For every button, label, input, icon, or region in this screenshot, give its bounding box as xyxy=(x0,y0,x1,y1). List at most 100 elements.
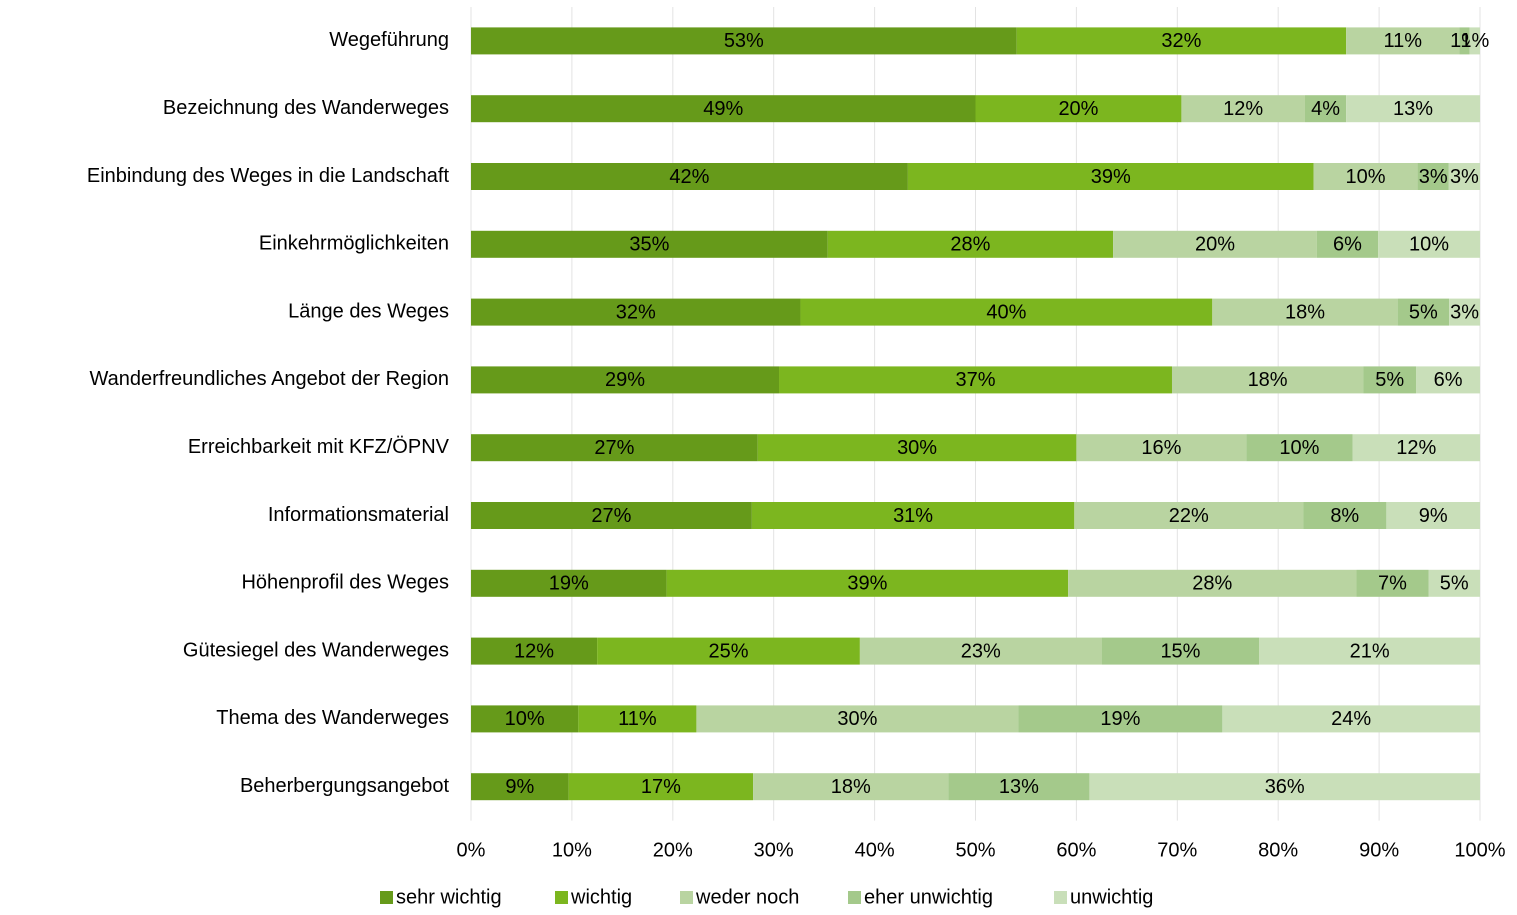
data-label: 16% xyxy=(1141,437,1181,459)
bar-segment xyxy=(751,502,1075,529)
y-tick-label: Wanderfreundliches Angebot der Region xyxy=(90,368,450,390)
bar-segment xyxy=(1449,298,1480,326)
legend-label: eher unwichtig xyxy=(864,886,993,908)
bar-segment xyxy=(1259,637,1480,665)
data-label: 36% xyxy=(1265,776,1305,798)
data-label: 32% xyxy=(616,301,656,323)
y-tick-label: Thema des Wanderweges xyxy=(216,707,449,729)
x-tick-label: 70% xyxy=(1157,839,1197,861)
data-label: 10% xyxy=(1409,234,1449,256)
bar-segment xyxy=(800,298,1213,326)
bar-segment xyxy=(753,773,949,801)
data-label: 20% xyxy=(1058,98,1098,120)
bar-segment xyxy=(1171,366,1364,394)
data-label: 25% xyxy=(708,640,748,662)
bar-segment xyxy=(1469,27,1480,55)
bar-segment xyxy=(1386,502,1480,529)
data-label: 18% xyxy=(1285,301,1325,323)
data-label: 1% xyxy=(1460,30,1489,52)
bar-segment xyxy=(666,569,1069,597)
data-label: 12% xyxy=(1223,98,1263,120)
data-label: 39% xyxy=(1091,166,1131,188)
bar-segment xyxy=(471,298,801,326)
data-label: 42% xyxy=(669,166,709,188)
data-label: 4% xyxy=(1311,98,1340,120)
legend-swatch xyxy=(1054,891,1067,904)
bar-segment xyxy=(1416,366,1480,394)
bar-segment xyxy=(471,366,780,394)
bar-segment xyxy=(757,434,1077,462)
bar-segment xyxy=(1397,298,1450,326)
bar-segment xyxy=(1448,163,1480,190)
y-tick-label: Einkehrmöglichkeiten xyxy=(259,233,449,255)
bar-segment xyxy=(1181,95,1305,123)
legend-swatch xyxy=(680,891,693,904)
data-label: 49% xyxy=(703,98,743,120)
bar-segment xyxy=(471,502,752,529)
data-label: 21% xyxy=(1350,640,1390,662)
bar-segment xyxy=(1363,366,1417,394)
bar-segment xyxy=(1113,230,1317,258)
data-label: 18% xyxy=(831,776,871,798)
bar-segment xyxy=(1313,163,1418,190)
data-label: 12% xyxy=(514,640,554,662)
x-tick-label: 30% xyxy=(754,839,794,861)
data-label: 19% xyxy=(1100,708,1140,730)
bar-segment xyxy=(859,637,1102,665)
data-label: 32% xyxy=(1161,30,1201,52)
data-label: 17% xyxy=(641,776,681,798)
data-label: 7% xyxy=(1378,573,1407,595)
bar-segment xyxy=(568,773,754,801)
y-tick-label: Einbindung des Weges in die Landschaft xyxy=(87,165,450,187)
data-label: 53% xyxy=(724,30,764,52)
bar-segment xyxy=(827,230,1114,258)
x-tick-label: 60% xyxy=(1056,839,1096,861)
bar-segment xyxy=(1346,27,1460,55)
bar-segment xyxy=(1356,569,1429,597)
legend-swatch xyxy=(848,891,861,904)
data-label: 22% xyxy=(1169,505,1209,527)
data-label: 6% xyxy=(1333,234,1362,256)
x-tick-label: 10% xyxy=(552,839,592,861)
legend-swatch xyxy=(380,891,393,904)
bar-segment xyxy=(1074,502,1304,529)
data-label: 37% xyxy=(955,369,995,391)
bar-segment xyxy=(1101,637,1260,665)
bar-segment xyxy=(1016,27,1347,55)
legend-label: weder noch xyxy=(695,886,799,908)
bar-segment xyxy=(1089,773,1480,801)
data-label: 28% xyxy=(950,234,990,256)
bar-segment xyxy=(779,366,1172,394)
x-tick-label: 50% xyxy=(955,839,995,861)
data-label: 23% xyxy=(961,640,1001,662)
bar-segment xyxy=(1068,569,1357,597)
data-label: 18% xyxy=(1248,369,1288,391)
legend-label: sehr wichtig xyxy=(396,886,502,908)
data-label: 19% xyxy=(549,573,589,595)
y-tick-label: Länge des Weges xyxy=(288,300,449,322)
bar-segment xyxy=(471,434,758,462)
bar-segment xyxy=(471,773,569,801)
data-label: 9% xyxy=(1419,505,1448,527)
bar-segment xyxy=(471,163,908,190)
bar-segment xyxy=(471,27,1017,55)
data-label: 5% xyxy=(1409,301,1438,323)
data-label: 3% xyxy=(1450,166,1479,188)
data-label: 6% xyxy=(1434,369,1463,391)
data-label: 24% xyxy=(1331,708,1371,730)
bar-segment xyxy=(1316,230,1379,258)
bar-segment xyxy=(471,230,828,258)
data-label: 13% xyxy=(1393,98,1433,120)
y-tick-label: Höhenprofil des Weges xyxy=(241,572,449,594)
data-label: 11% xyxy=(1384,30,1423,52)
data-label: 9% xyxy=(505,776,534,798)
bar-segment xyxy=(1018,705,1223,733)
legend-label: wichtig xyxy=(570,886,632,908)
x-tick-label: 40% xyxy=(855,839,895,861)
data-label: 5% xyxy=(1375,369,1404,391)
bar-segment xyxy=(1459,27,1470,55)
y-tick-label: Informationsmaterial xyxy=(268,504,449,526)
bar-segment xyxy=(1212,298,1398,326)
data-label: 3% xyxy=(1419,166,1448,188)
